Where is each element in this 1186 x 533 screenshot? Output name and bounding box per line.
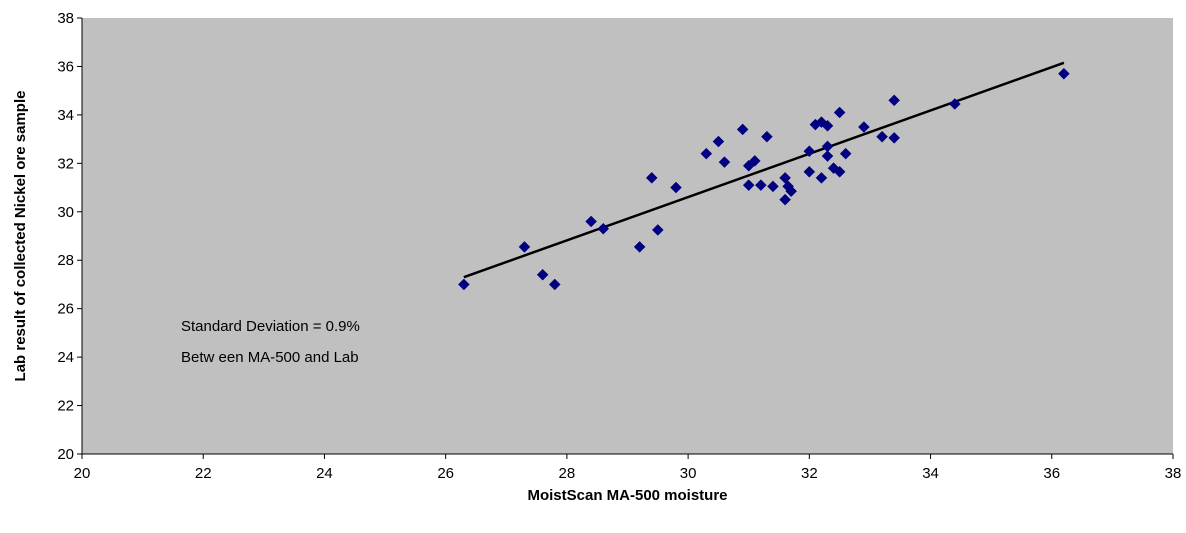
data-point xyxy=(548,278,561,291)
data-point xyxy=(736,123,749,136)
data-point xyxy=(821,150,834,162)
annotation-std-dev: Standard Deviation = 0.9% xyxy=(181,318,360,335)
x-tick-label: 24 xyxy=(316,465,333,482)
data-point xyxy=(821,119,834,132)
data-point xyxy=(803,145,816,158)
data-point xyxy=(1058,67,1070,80)
y-tick-label: 28 xyxy=(57,252,74,269)
data-point xyxy=(748,155,761,167)
data-points xyxy=(457,67,1070,291)
y-tick-label: 20 xyxy=(57,446,74,463)
x-tick-label: 30 xyxy=(680,465,697,482)
x-tick-label: 38 xyxy=(1165,465,1182,482)
data-point xyxy=(597,222,610,235)
data-point xyxy=(754,179,767,191)
x-tick-label: 22 xyxy=(195,465,212,482)
x-tick-label: 26 xyxy=(437,465,454,482)
data-point xyxy=(858,121,870,133)
data-point xyxy=(457,278,470,291)
data-point xyxy=(585,215,597,228)
data-point xyxy=(833,106,846,119)
data-point xyxy=(645,172,658,184)
data-point xyxy=(761,130,773,143)
annotation-between: Betw een MA-500 and Lab xyxy=(181,349,359,366)
data-point xyxy=(651,224,664,236)
y-tick-label: 22 xyxy=(57,398,74,415)
data-point xyxy=(803,165,816,178)
x-tick-label: 34 xyxy=(922,465,939,482)
y-tick-label: 26 xyxy=(57,301,74,318)
x-tick-label: 36 xyxy=(1043,465,1060,482)
x-tick-label: 20 xyxy=(74,465,91,482)
y-axis-ticks: 20 22 24 26 28 30 32 34 36 38 xyxy=(57,10,82,463)
data-point xyxy=(815,172,828,184)
data-point xyxy=(742,179,755,191)
data-point xyxy=(518,241,531,253)
y-tick-label: 30 xyxy=(57,204,74,221)
data-point xyxy=(779,172,791,184)
x-tick-label: 28 xyxy=(559,465,576,482)
data-point xyxy=(785,185,798,198)
y-tick-label: 38 xyxy=(57,10,74,27)
data-point xyxy=(633,241,646,253)
data-point xyxy=(779,193,791,206)
y-tick-label: 24 xyxy=(57,349,74,366)
trendline xyxy=(463,61,1065,279)
x-axis-ticks: 20 22 24 26 28 30 32 34 36 38 xyxy=(74,454,1182,482)
data-point xyxy=(948,98,961,110)
data-point xyxy=(712,135,725,148)
data-point xyxy=(670,181,682,194)
y-tick-label: 34 xyxy=(57,107,74,124)
data-point xyxy=(767,180,779,193)
data-point xyxy=(839,147,852,160)
data-point xyxy=(888,132,901,144)
y-axis-title: Lab result of collected Nickel ore sampl… xyxy=(12,91,29,382)
y-tick-label: 32 xyxy=(57,155,74,172)
x-axis-title: MoistScan MA-500 moisture xyxy=(527,487,727,504)
data-point xyxy=(888,94,901,107)
data-point xyxy=(536,268,549,281)
plot-area xyxy=(82,18,1173,454)
data-point xyxy=(700,147,713,160)
x-tick-label: 32 xyxy=(801,465,818,482)
data-point xyxy=(833,165,846,178)
data-point xyxy=(718,156,731,168)
y-tick-label: 36 xyxy=(57,58,74,75)
data-point xyxy=(876,130,888,143)
